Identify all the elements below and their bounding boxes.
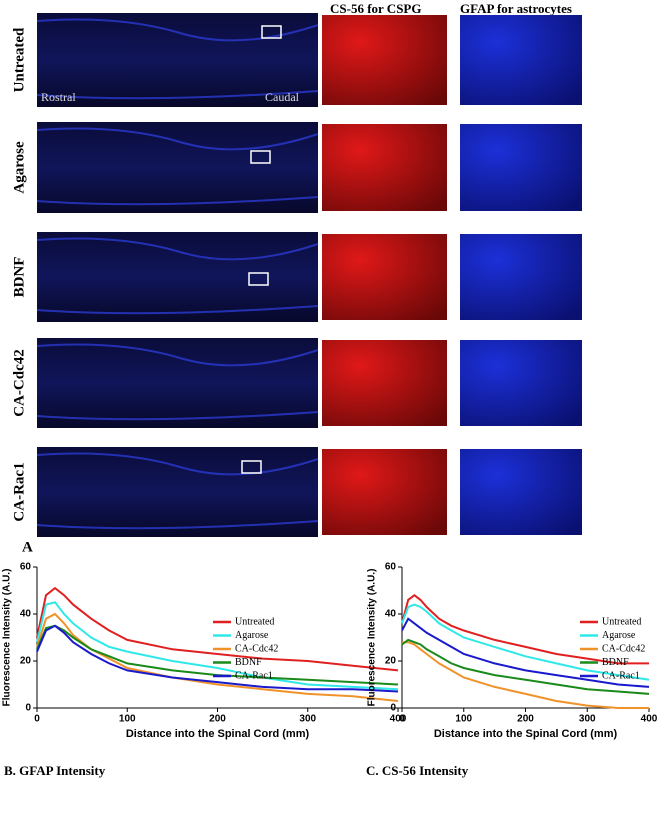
row-label: CA-Cdc42 <box>11 349 27 417</box>
caption: B. GFAP Intensity <box>4 763 106 778</box>
x-axis-label: Distance into the Spinal Cord (mm) <box>434 728 618 740</box>
legend-label: CA-Rac1 <box>235 670 273 681</box>
row-label: BDNF <box>11 257 27 298</box>
tissue-edge <box>36 343 319 421</box>
legend-label: Agarose <box>235 630 269 641</box>
panel-a: CS-56 for CSPG GFAP for astrocytes A <box>22 1 572 555</box>
row-label: CA-Rac1 <box>11 462 27 521</box>
x-tick-label: 100 <box>119 714 136 725</box>
tissue-edge <box>36 127 319 206</box>
spinal-cord-image <box>37 338 318 428</box>
y-tick-label: 60 <box>20 562 32 573</box>
spinal-cord-image <box>37 13 318 107</box>
x-tick-label: 100 <box>455 714 472 725</box>
row-label: Untreated <box>11 27 27 92</box>
spinal-cord-image <box>37 232 318 322</box>
series-line <box>36 624 399 693</box>
roi-box <box>261 25 282 39</box>
y-axis-label: Fluorescence Intensity (A.U.) <box>2 569 13 707</box>
cspg-image <box>322 15 447 105</box>
x-tick-label: 300 <box>299 714 316 725</box>
y-tick-label: 20 <box>20 656 32 667</box>
series-line <box>36 586 399 672</box>
tissue-edge <box>36 452 319 530</box>
legend-label: Untreated <box>602 616 641 627</box>
series-line <box>401 593 649 665</box>
legend-label: CA-Rac1 <box>602 670 640 681</box>
roi-box <box>250 150 271 164</box>
y-tick-label: 0 <box>390 703 396 714</box>
rostral-label: Rostral <box>41 90 76 104</box>
gfap-image <box>460 234 582 320</box>
x-tick-label: 300 <box>579 714 596 725</box>
x-axis-label: Distance into the Spinal Cord (mm) <box>126 728 310 740</box>
panel-label: A <box>22 539 33 555</box>
legend-label: Agarose <box>602 630 636 641</box>
y-tick-label: 60 <box>385 562 397 573</box>
legend-label: Untreated <box>235 616 274 627</box>
x-tick-label: 0 <box>34 714 40 725</box>
series-line <box>36 601 399 691</box>
cspg-image <box>322 234 447 320</box>
cspg-image <box>322 449 447 535</box>
tissue-edge <box>36 18 319 100</box>
series-line <box>402 641 649 709</box>
roi-box <box>248 272 269 286</box>
tissue-edge <box>36 237 319 315</box>
caption: C. CS-56 Intensity <box>366 763 469 778</box>
column-header: CS-56 for CSPG <box>330 1 421 16</box>
series-line <box>401 603 650 681</box>
y-tick-label: 40 <box>20 609 32 620</box>
spinal-cord-image <box>37 447 318 537</box>
y-axis-label: Fluorescence Intensity (A.U.) <box>367 569 378 707</box>
cspg-image <box>322 340 447 426</box>
x-tick-label: 200 <box>209 714 226 725</box>
x-tick-label: 200 <box>517 714 534 725</box>
x-tick-label: 400 <box>641 714 658 725</box>
x-tick-label: 0 <box>399 714 405 725</box>
x-tick-label: 400 <box>390 714 407 725</box>
y-tick-label: 20 <box>385 656 397 667</box>
legend-label: CA-Cdc42 <box>235 643 278 654</box>
legend-label: CA-Cdc42 <box>602 643 645 654</box>
row-label: Agarose <box>11 141 27 194</box>
series-line <box>401 617 650 688</box>
series-line <box>36 612 399 702</box>
column-header: GFAP for astrocytes <box>460 1 572 16</box>
legend-label: BDNF <box>235 657 262 668</box>
gfap-image <box>460 124 582 211</box>
y-tick-label: 40 <box>385 609 397 620</box>
roi-box <box>257 324 278 338</box>
caudal-label: Caudal <box>265 90 300 104</box>
series-line <box>401 638 650 695</box>
y-tick-label: 0 <box>25 703 31 714</box>
roi-box <box>241 460 262 474</box>
cspg-image <box>322 124 447 211</box>
spinal-cord-image <box>37 122 318 213</box>
gfap-image <box>460 340 582 426</box>
legend-label: BDNF <box>602 657 629 668</box>
gfap-image <box>460 15 582 105</box>
gfap-image <box>460 449 582 535</box>
